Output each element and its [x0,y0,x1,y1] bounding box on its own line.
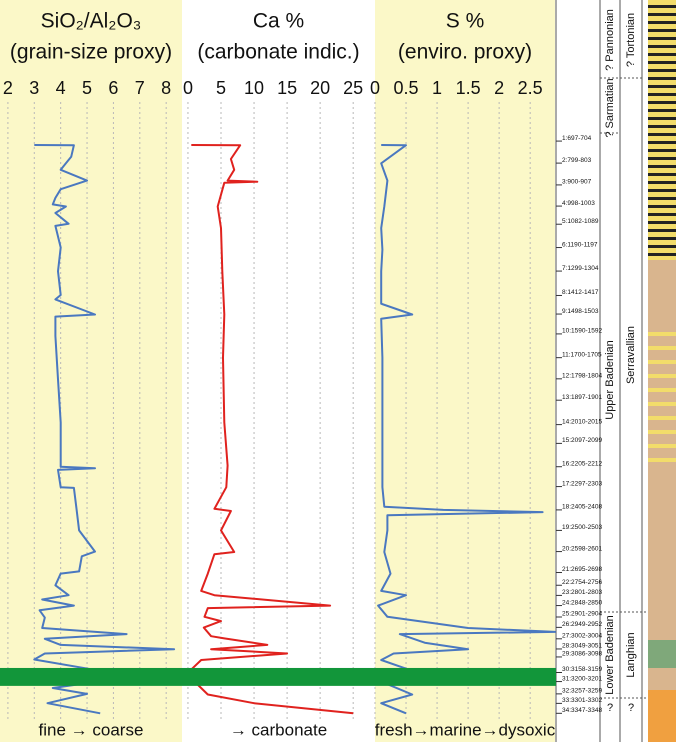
sample-label: 30:3158-3159 [562,666,603,673]
sample-label: 6:1190-1197 [562,241,598,248]
sample-label: 18:2405-2408 [562,504,603,511]
stage-label: ? Sarmatian [604,78,616,137]
x-tick-label: 2 [3,78,13,98]
x-tick-label: 10 [244,78,264,98]
lithology-stripes [648,0,676,260]
sample-label: 31:3200-3201 [562,675,603,682]
data-line [377,144,556,715]
x-tick-label: 6 [108,78,118,98]
sample-label: 25:2901-2904 [562,611,603,618]
sample-label: 4:998-1003 [562,200,595,207]
sample-label: 13:1897-1901 [562,394,603,401]
x-tick-label: 1 [432,78,442,98]
panel-footer: fine → coarse [39,720,144,739]
sample-label: 8:1412-1417 [562,289,599,296]
sample-label: 7:1299-1304 [562,265,599,272]
lithology-layer [648,690,676,742]
x-tick-label: 0.5 [394,78,419,98]
sample-label: 32:3257-3259 [562,688,603,695]
lithology-stripes [648,330,676,470]
sample-label: 9:1498-1503 [562,308,599,315]
sample-label: 24:2848-2850 [562,599,603,606]
panel-title: Ca % [253,10,304,33]
data-line [188,144,354,715]
x-tick-label: 8 [161,78,171,98]
stage-label: Serravallian [625,326,637,384]
sample-label: 17:2297-2303 [562,480,603,487]
data-line [33,144,176,715]
x-tick-label: 7 [135,78,145,98]
lithology-stripes [648,0,676,742]
lithology-layer [648,640,676,668]
x-tick-label: 2 [494,78,504,98]
x-tick-label: 3 [29,78,39,98]
x-tick-label: 2.5 [518,78,543,98]
stage-label: Langhian [625,632,637,677]
marker-band [0,667,556,686]
sample-label: 1:697-704 [562,135,592,142]
x-tick-label: 5 [216,78,226,98]
sample-label: 23:2801-2803 [562,589,603,596]
sample-label: 2:799-803 [562,157,592,164]
stage-label: ? [607,702,613,714]
sample-label: 19:2500-2503 [562,524,603,531]
panel-background [0,0,182,742]
x-tick-label: 0 [183,78,193,98]
panel-footer: fresh→marine→dysoxic [375,720,556,739]
sample-label: 14:2010-2015 [562,418,603,425]
sample-label: 21:2695-2698 [562,566,603,573]
x-tick-label: 5 [82,78,92,98]
stage-label: Lower Badenian [604,615,616,695]
panel-subtitle: (enviro. proxy) [398,41,532,64]
panel-footer: → carbonate [230,720,327,739]
x-tick-label: 15 [277,78,297,98]
sample-label: 5:1082-1089 [562,218,599,225]
sample-label: 22:2754-2756 [562,579,603,586]
panel-subtitle: (grain-size proxy) [10,41,172,64]
stage-label: ? Tortonian [625,13,637,67]
panel-subtitle: (carbonate indic.) [197,41,359,64]
sample-label: 27:3002-3004 [562,633,603,640]
sample-label: 11:1700-1705 [562,351,602,358]
panel-title: S % [446,10,485,33]
sample-label: 12:1798-1804 [562,373,603,380]
sample-label: 15:2097-2099 [562,437,603,444]
panel-title: SiO₂/Al₂O₃ [41,10,142,33]
sample-label: 20:2598-2601 [562,545,603,552]
sample-label: 26:2949-2952 [562,621,603,628]
sample-label: 3:900-907 [562,179,592,186]
stage-label: ? Pannonian [604,9,616,71]
sample-label: 28:3049-3051 [562,643,603,650]
x-tick-label: 0 [370,78,380,98]
stage-label: ? [628,702,634,714]
x-tick-label: 4 [56,78,66,98]
stage-label: Upper Badenian [604,340,616,420]
panel-background [182,0,375,742]
sample-label: 33:3301-3302 [562,697,603,704]
x-tick-label: 25 [343,78,363,98]
x-tick-label: 1.5 [456,78,481,98]
sample-label: 34:3347-3348 [562,707,603,714]
sample-label: 29:3086-3098 [562,651,603,658]
sample-label: 10:1590-1592 [562,328,603,335]
sample-label: 16:2205-2212 [562,460,603,467]
x-tick-label: 20 [310,78,330,98]
